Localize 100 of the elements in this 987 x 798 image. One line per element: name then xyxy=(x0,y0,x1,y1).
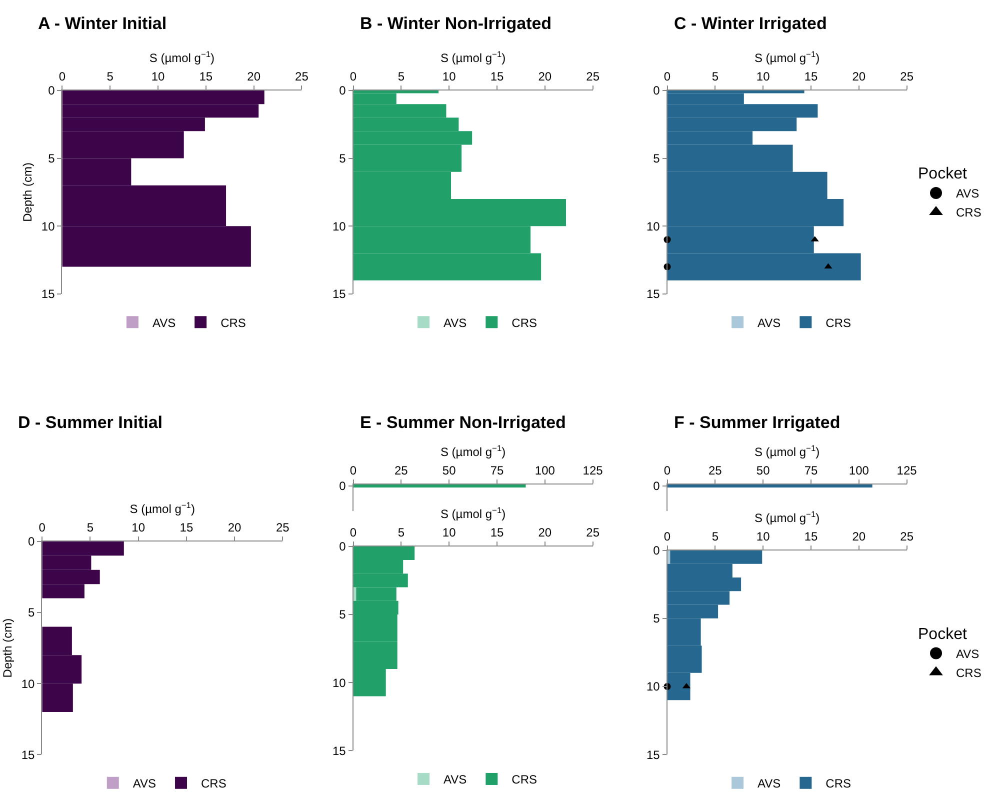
y-tick-label: 5 xyxy=(653,612,660,626)
x-tick-label: 0 xyxy=(664,530,671,544)
x-axis-title: S (µmol g$^{−1}$) xyxy=(440,48,506,66)
x-tick-label: 10 xyxy=(442,70,456,84)
x-tick-label: 20 xyxy=(852,530,866,544)
x-tick-label: 25 xyxy=(708,464,722,478)
legend-label: AVS xyxy=(152,316,176,330)
legend-label: AVS xyxy=(956,186,980,201)
legend-label: AVS xyxy=(758,776,781,791)
x-tick-label: 10 xyxy=(442,526,456,540)
legend-label: AVS xyxy=(444,772,467,787)
y-tick-label: 0 xyxy=(653,479,660,494)
x-tick-label: 5 xyxy=(398,70,405,84)
x-axis-title: S (µmol g$^{−1}$) xyxy=(754,442,820,459)
y-tick-label: 15 xyxy=(332,744,346,758)
x-tick-label: 10 xyxy=(132,520,146,535)
legend-label: CRS xyxy=(512,772,538,787)
y-tick-label: 0 xyxy=(339,479,346,494)
x-tick-label: 15 xyxy=(804,530,818,544)
legend-label: CRS xyxy=(956,206,982,220)
x-tick-label: 20 xyxy=(538,70,552,84)
legend-label: CRS xyxy=(826,316,852,330)
y-tick-label: 0 xyxy=(653,544,660,558)
legend-label: AVS xyxy=(956,646,980,661)
y-tick-label: 0 xyxy=(653,84,660,98)
x-tick-label: 25 xyxy=(900,70,914,84)
x-tick-label: 125 xyxy=(896,464,918,478)
chart-title: D - Summer Initial xyxy=(18,413,163,432)
x-tick-label: 100 xyxy=(534,464,556,478)
x-tick-label: 15 xyxy=(804,70,818,84)
x-tick-label: 20 xyxy=(852,70,866,84)
x-tick-label: 75 xyxy=(490,464,504,478)
x-tick-label: 50 xyxy=(442,464,456,478)
x-tick-label: 15 xyxy=(490,526,504,540)
chart-title: F - Summer Irrigated xyxy=(674,413,840,432)
x-axis-title: S (µmol g$^{−1}$) xyxy=(754,48,820,66)
x-tick-label: 0 xyxy=(350,70,357,84)
legend-label: CRS xyxy=(512,316,538,330)
x-axis-title: S (µmol g$^{−1}$) xyxy=(440,442,506,459)
x-tick-label: 25 xyxy=(900,530,914,544)
x-tick-label: 75 xyxy=(804,464,818,478)
y-axis-title: Depth (cm) xyxy=(20,162,35,222)
x-tick-label: 15 xyxy=(490,70,504,84)
x-tick-label: 25 xyxy=(295,70,309,84)
x-axis-title: S (µmol g$^{−1}$) xyxy=(754,508,820,525)
chart-title: E - Summer Non-Irrigated xyxy=(360,413,566,432)
legend-label: CRS xyxy=(220,316,246,330)
x-tick-label: 5 xyxy=(712,70,719,84)
legend-label: AVS xyxy=(444,316,467,330)
x-axis-title: S (µmol g$^{−1}$) xyxy=(440,504,506,521)
x-tick-label: 0 xyxy=(350,526,357,540)
y-tick-label: 10 xyxy=(332,219,346,234)
x-tick-label: 25 xyxy=(586,70,600,84)
x-tick-label: 100 xyxy=(848,464,870,478)
x-tick-label: 5 xyxy=(86,520,94,535)
y-tick-label: 5 xyxy=(28,606,36,620)
y-tick-label: 5 xyxy=(653,152,660,166)
chart-title: C - Winter Irrigated xyxy=(674,14,827,33)
legend-label: CRS xyxy=(826,776,852,791)
legend-title: Pocket xyxy=(918,626,968,643)
y-tick-label: 15 xyxy=(646,287,660,302)
x-axis-title: S (µmol g$^{−1}$) xyxy=(149,48,215,66)
y-tick-label: 5 xyxy=(339,608,346,622)
chart-title: A - Winter Initial xyxy=(38,14,167,33)
y-tick-label: 10 xyxy=(646,680,660,694)
x-tick-label: 0 xyxy=(664,464,671,478)
x-tick-label: 15 xyxy=(180,520,194,535)
x-tick-label: 5 xyxy=(712,530,719,544)
y-tick-label: 10 xyxy=(332,676,346,690)
y-tick-label: 10 xyxy=(646,219,660,234)
x-tick-label: 10 xyxy=(151,70,165,84)
y-tick-label: 15 xyxy=(332,287,346,302)
x-tick-label: 20 xyxy=(228,520,242,535)
legend-title: Pocket xyxy=(918,165,968,182)
y-tick-label: 10 xyxy=(41,219,56,234)
x-tick-label: 20 xyxy=(247,70,261,84)
y-tick-label: 5 xyxy=(48,152,56,166)
y-tick-label: 10 xyxy=(21,676,36,691)
x-tick-label: 25 xyxy=(586,526,600,540)
y-tick-label: 0 xyxy=(339,540,346,554)
bar xyxy=(353,587,356,601)
y-tick-label: 15 xyxy=(646,748,660,762)
y-tick-label: 0 xyxy=(48,84,56,98)
x-tick-label: 0 xyxy=(350,464,357,478)
x-tick-label: 20 xyxy=(538,526,552,540)
legend-label: AVS xyxy=(758,316,781,330)
legend-label: AVS xyxy=(132,776,156,791)
x-tick-label: 15 xyxy=(199,70,213,84)
x-tick-label: 25 xyxy=(276,520,290,535)
x-tick-label: 10 xyxy=(756,530,770,544)
x-tick-label: 125 xyxy=(582,464,604,478)
x-tick-label: 5 xyxy=(398,526,405,540)
legend-label: CRS xyxy=(201,776,226,791)
x-tick-label: 5 xyxy=(106,70,114,84)
y-tick-label: 15 xyxy=(41,287,56,302)
y-axis-title: Depth (cm) xyxy=(0,618,15,678)
legend-label: CRS xyxy=(956,666,982,680)
x-axis-title: S (µmol g$^{−1}$) xyxy=(130,500,195,516)
chart-title: B - Winter Non-Irrigated xyxy=(360,14,552,33)
x-tick-label: 25 xyxy=(394,464,408,478)
